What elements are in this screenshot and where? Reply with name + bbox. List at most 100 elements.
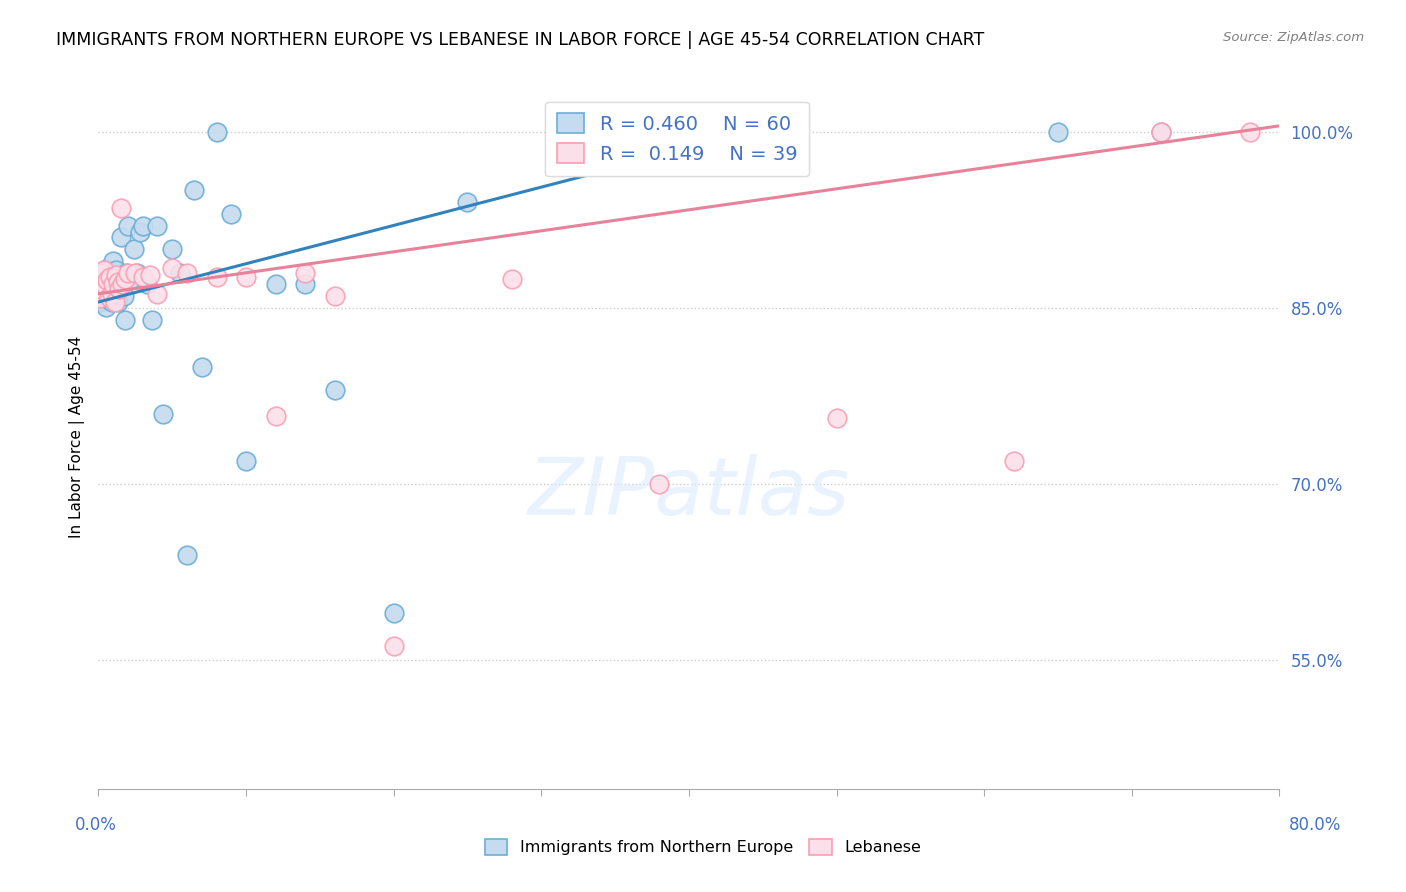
Point [169,266,191,280]
Point [323,383,346,397]
Point [221,207,243,221]
Point [93,279,115,293]
Point [112,289,135,303]
Point [90,266,112,280]
Point [105,268,128,282]
Point [115,266,138,280]
Point [1002,453,1025,467]
Point [96,289,118,303]
Point [90,275,112,289]
Y-axis label: In Labor Force | Age 45-54: In Labor Force | Age 45-54 [69,336,84,538]
Point [89,277,111,292]
Point [162,242,183,256]
Point [294,277,316,292]
Point [457,195,479,210]
Point [96,273,118,287]
Point [117,266,139,280]
Point [89,292,111,306]
Point [104,289,127,303]
Point [97,290,120,304]
Point [1150,125,1173,139]
Point [183,184,205,198]
Point [205,125,228,139]
Point [90,271,112,285]
Point [91,283,114,297]
Point [96,273,118,287]
Point [323,289,346,303]
Point [191,359,214,374]
Point [104,295,127,310]
Point [103,274,125,288]
Point [235,453,257,467]
Point [108,282,131,296]
Point [94,283,117,297]
Point [107,295,129,310]
Point [128,225,150,239]
Point [97,293,120,307]
Point [98,286,121,301]
Point [91,293,114,308]
Point [136,277,159,292]
Text: 0.0%: 0.0% [75,816,117,834]
Point [501,271,523,285]
Point [94,300,117,314]
Point [100,295,122,310]
Point [1150,125,1173,139]
Point [124,266,146,280]
Point [94,262,117,277]
Point [90,266,112,280]
Point [162,260,183,275]
Point [382,607,405,621]
Point [110,230,132,244]
Point [132,219,155,233]
Point [91,275,114,289]
Point [98,270,121,285]
Point [107,275,129,289]
Point [264,277,287,292]
Point [235,270,257,285]
Point [114,271,136,285]
Point [94,279,117,293]
Legend: Immigrants from Northern Europe, Lebanese: Immigrants from Northern Europe, Lebanes… [478,832,928,862]
Point [105,277,128,292]
Point [110,201,132,215]
Point [108,283,131,297]
Point [120,271,142,285]
Point [103,254,125,268]
Text: ZIPatlas: ZIPatlas [527,454,851,533]
Point [122,242,145,256]
Point [89,295,111,310]
Point [146,219,169,233]
Point [1239,125,1261,139]
Point [146,286,169,301]
Point [205,270,228,285]
Text: 80.0%: 80.0% [1288,816,1341,834]
Point [114,312,136,326]
Point [648,477,671,491]
Point [93,277,115,292]
Point [93,270,115,285]
Point [294,266,316,280]
Point [152,407,174,421]
Point [97,278,120,293]
Point [176,266,198,280]
Point [90,292,112,306]
Text: Source: ZipAtlas.com: Source: ZipAtlas.com [1223,31,1364,45]
Point [1046,125,1070,139]
Point [132,270,155,285]
Point [111,271,134,285]
Point [264,409,287,423]
Point [100,286,122,301]
Point [87,289,110,303]
Point [139,268,162,282]
Point [176,548,198,562]
Point [98,268,121,282]
Point [125,266,148,280]
Point [91,285,114,300]
Point [105,263,128,277]
Point [87,286,110,301]
Point [825,411,848,425]
Point [100,281,122,295]
Point [382,639,405,653]
Point [87,286,110,301]
